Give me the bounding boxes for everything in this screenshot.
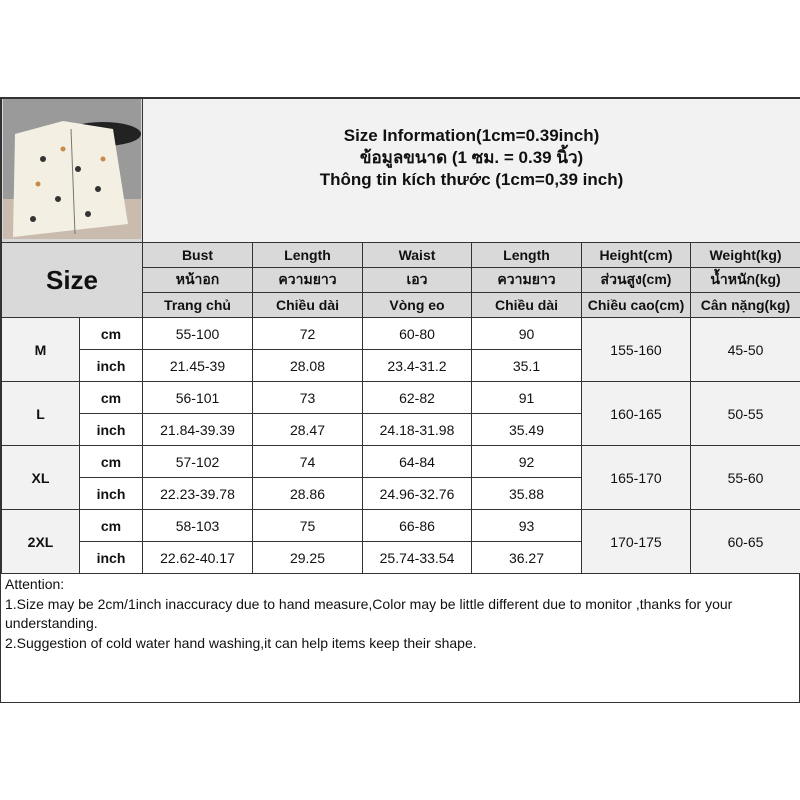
value-cell: 74 bbox=[252, 445, 363, 478]
weight-cell: 45-50 bbox=[689, 317, 800, 382]
column-header-th: หน้าอก bbox=[142, 267, 253, 293]
size-cell: XL bbox=[1, 445, 80, 510]
column-header-th: น้ำหนัก(kg) bbox=[689, 267, 800, 293]
value-cell: 28.86 bbox=[252, 477, 363, 510]
value-cell: 36.27 bbox=[471, 541, 582, 574]
value-cell: 24.96-32.76 bbox=[362, 477, 472, 510]
unit-cell: inch bbox=[79, 413, 143, 446]
value-cell: 75 bbox=[252, 509, 363, 542]
title-vi: Thông tin kích thước (1cm=0,39 inch) bbox=[319, 169, 624, 189]
attention-heading: Attention: bbox=[5, 576, 65, 592]
unit-cell: cm bbox=[79, 381, 143, 414]
unit-cell: inch bbox=[79, 541, 143, 574]
size-cell: M bbox=[1, 317, 80, 382]
pajama-image bbox=[3, 99, 141, 239]
size-cell: 2XL bbox=[1, 509, 80, 574]
column-header-vi: Chiều cao(cm) bbox=[581, 292, 691, 318]
column-header-en: Waist bbox=[362, 242, 472, 268]
unit-cell: inch bbox=[79, 477, 143, 510]
attention-line-1: 1.Size may be 2cm/1inch inaccuracy due t… bbox=[5, 595, 733, 632]
value-cell: 24.18-31.98 bbox=[362, 413, 472, 446]
table-row: inch 21.84-39.39 28.47 24.18-31.98 35.49 bbox=[2, 413, 800, 446]
value-cell: 21.45-39 bbox=[142, 349, 253, 382]
value-cell: 58-103 bbox=[142, 509, 253, 542]
value-cell: 25.74-33.54 bbox=[362, 541, 472, 574]
value-cell: 22.23-39.78 bbox=[142, 477, 253, 510]
size-header: Size bbox=[1, 242, 143, 318]
value-cell: 92 bbox=[471, 445, 582, 478]
value-cell: 62-82 bbox=[362, 381, 472, 414]
table-row: inch 22.62-40.17 29.25 25.74-33.54 36.27 bbox=[2, 541, 800, 574]
value-cell: 23.4-31.2 bbox=[362, 349, 472, 382]
height-cell: 170-175 bbox=[581, 509, 691, 574]
product-photo bbox=[1, 98, 143, 243]
weight-cell: 55-60 bbox=[689, 445, 800, 510]
column-header-th: ส่วนสูง(cm) bbox=[581, 267, 691, 293]
attention-notes: Attention: 1.Size may be 2cm/1inch inacc… bbox=[5, 575, 795, 653]
attention-line-2: 2.Suggestion of cold water hand washing,… bbox=[5, 634, 477, 651]
column-header-vi: Chiều dài bbox=[471, 292, 582, 318]
column-header-vi: Trang chủ bbox=[142, 292, 253, 318]
value-cell: 22.62-40.17 bbox=[142, 541, 253, 574]
value-cell: 93 bbox=[471, 509, 582, 542]
column-header-en: Height(cm) bbox=[581, 242, 691, 268]
unit-cell: inch bbox=[79, 349, 143, 382]
value-cell: 60-80 bbox=[362, 317, 472, 350]
column-header-vi: Cân nặng(kg) bbox=[689, 292, 800, 318]
value-cell: 90 bbox=[471, 317, 582, 350]
height-cell: 160-165 bbox=[581, 381, 691, 446]
column-header-vi: Chiều dài bbox=[252, 292, 363, 318]
value-cell: 56-101 bbox=[142, 381, 253, 414]
title-th: ข้อมูลขนาด (1 ซม. = 0.39 นิ้ว) bbox=[359, 147, 584, 167]
size-cell: L bbox=[1, 381, 80, 446]
value-cell: 64-84 bbox=[362, 445, 472, 478]
size-table: Size Information(1cm=0.39inch) ข้อมูลขนา… bbox=[1, 98, 800, 574]
value-cell: 66-86 bbox=[362, 509, 472, 542]
value-cell: 91 bbox=[471, 381, 582, 414]
value-cell: 35.49 bbox=[471, 413, 582, 446]
unit-cell: cm bbox=[79, 317, 143, 350]
table-row: 2XL cm 58-103 75 66-86 93 170-175 60-65 bbox=[1, 509, 800, 574]
column-header-th: เอว bbox=[362, 267, 472, 293]
column-header-vi: Vòng eo bbox=[362, 292, 472, 318]
unit-cell: cm bbox=[79, 509, 143, 542]
value-cell: 29.25 bbox=[252, 541, 363, 574]
column-header-en: Weight(kg) bbox=[689, 242, 800, 268]
column-header-en: Length bbox=[252, 242, 363, 268]
title-en: Size Information(1cm=0.39inch) bbox=[343, 125, 600, 145]
value-cell: 55-100 bbox=[142, 317, 253, 350]
value-cell: 21.84-39.39 bbox=[142, 413, 253, 446]
value-cell: 57-102 bbox=[142, 445, 253, 478]
table-row: XL cm 57-102 74 64-84 92 165-170 55-60 bbox=[1, 445, 800, 510]
value-cell: 72 bbox=[252, 317, 363, 350]
value-cell: 73 bbox=[252, 381, 363, 414]
value-cell: 35.88 bbox=[471, 477, 582, 510]
value-cell: 28.47 bbox=[252, 413, 363, 446]
column-header-th: ความยาว bbox=[471, 267, 582, 293]
weight-cell: 50-55 bbox=[689, 381, 800, 446]
column-header-en: Length bbox=[471, 242, 582, 268]
size-chart: Size Information(1cm=0.39inch) ข้อมูลขนา… bbox=[0, 97, 800, 703]
height-cell: 165-170 bbox=[581, 445, 691, 510]
weight-cell: 60-65 bbox=[689, 509, 800, 574]
table-row: inch 22.23-39.78 28.86 24.96-32.76 35.88 bbox=[2, 477, 800, 510]
height-cell: 155-160 bbox=[581, 317, 691, 382]
value-cell: 35.1 bbox=[471, 349, 582, 382]
unit-cell: cm bbox=[79, 445, 143, 478]
column-header-th: ความยาว bbox=[252, 267, 363, 293]
column-header-en: Bust bbox=[142, 242, 253, 268]
value-cell: 28.08 bbox=[252, 349, 363, 382]
title-block: Size Information(1cm=0.39inch) ข้อมูลขนา… bbox=[141, 98, 800, 243]
